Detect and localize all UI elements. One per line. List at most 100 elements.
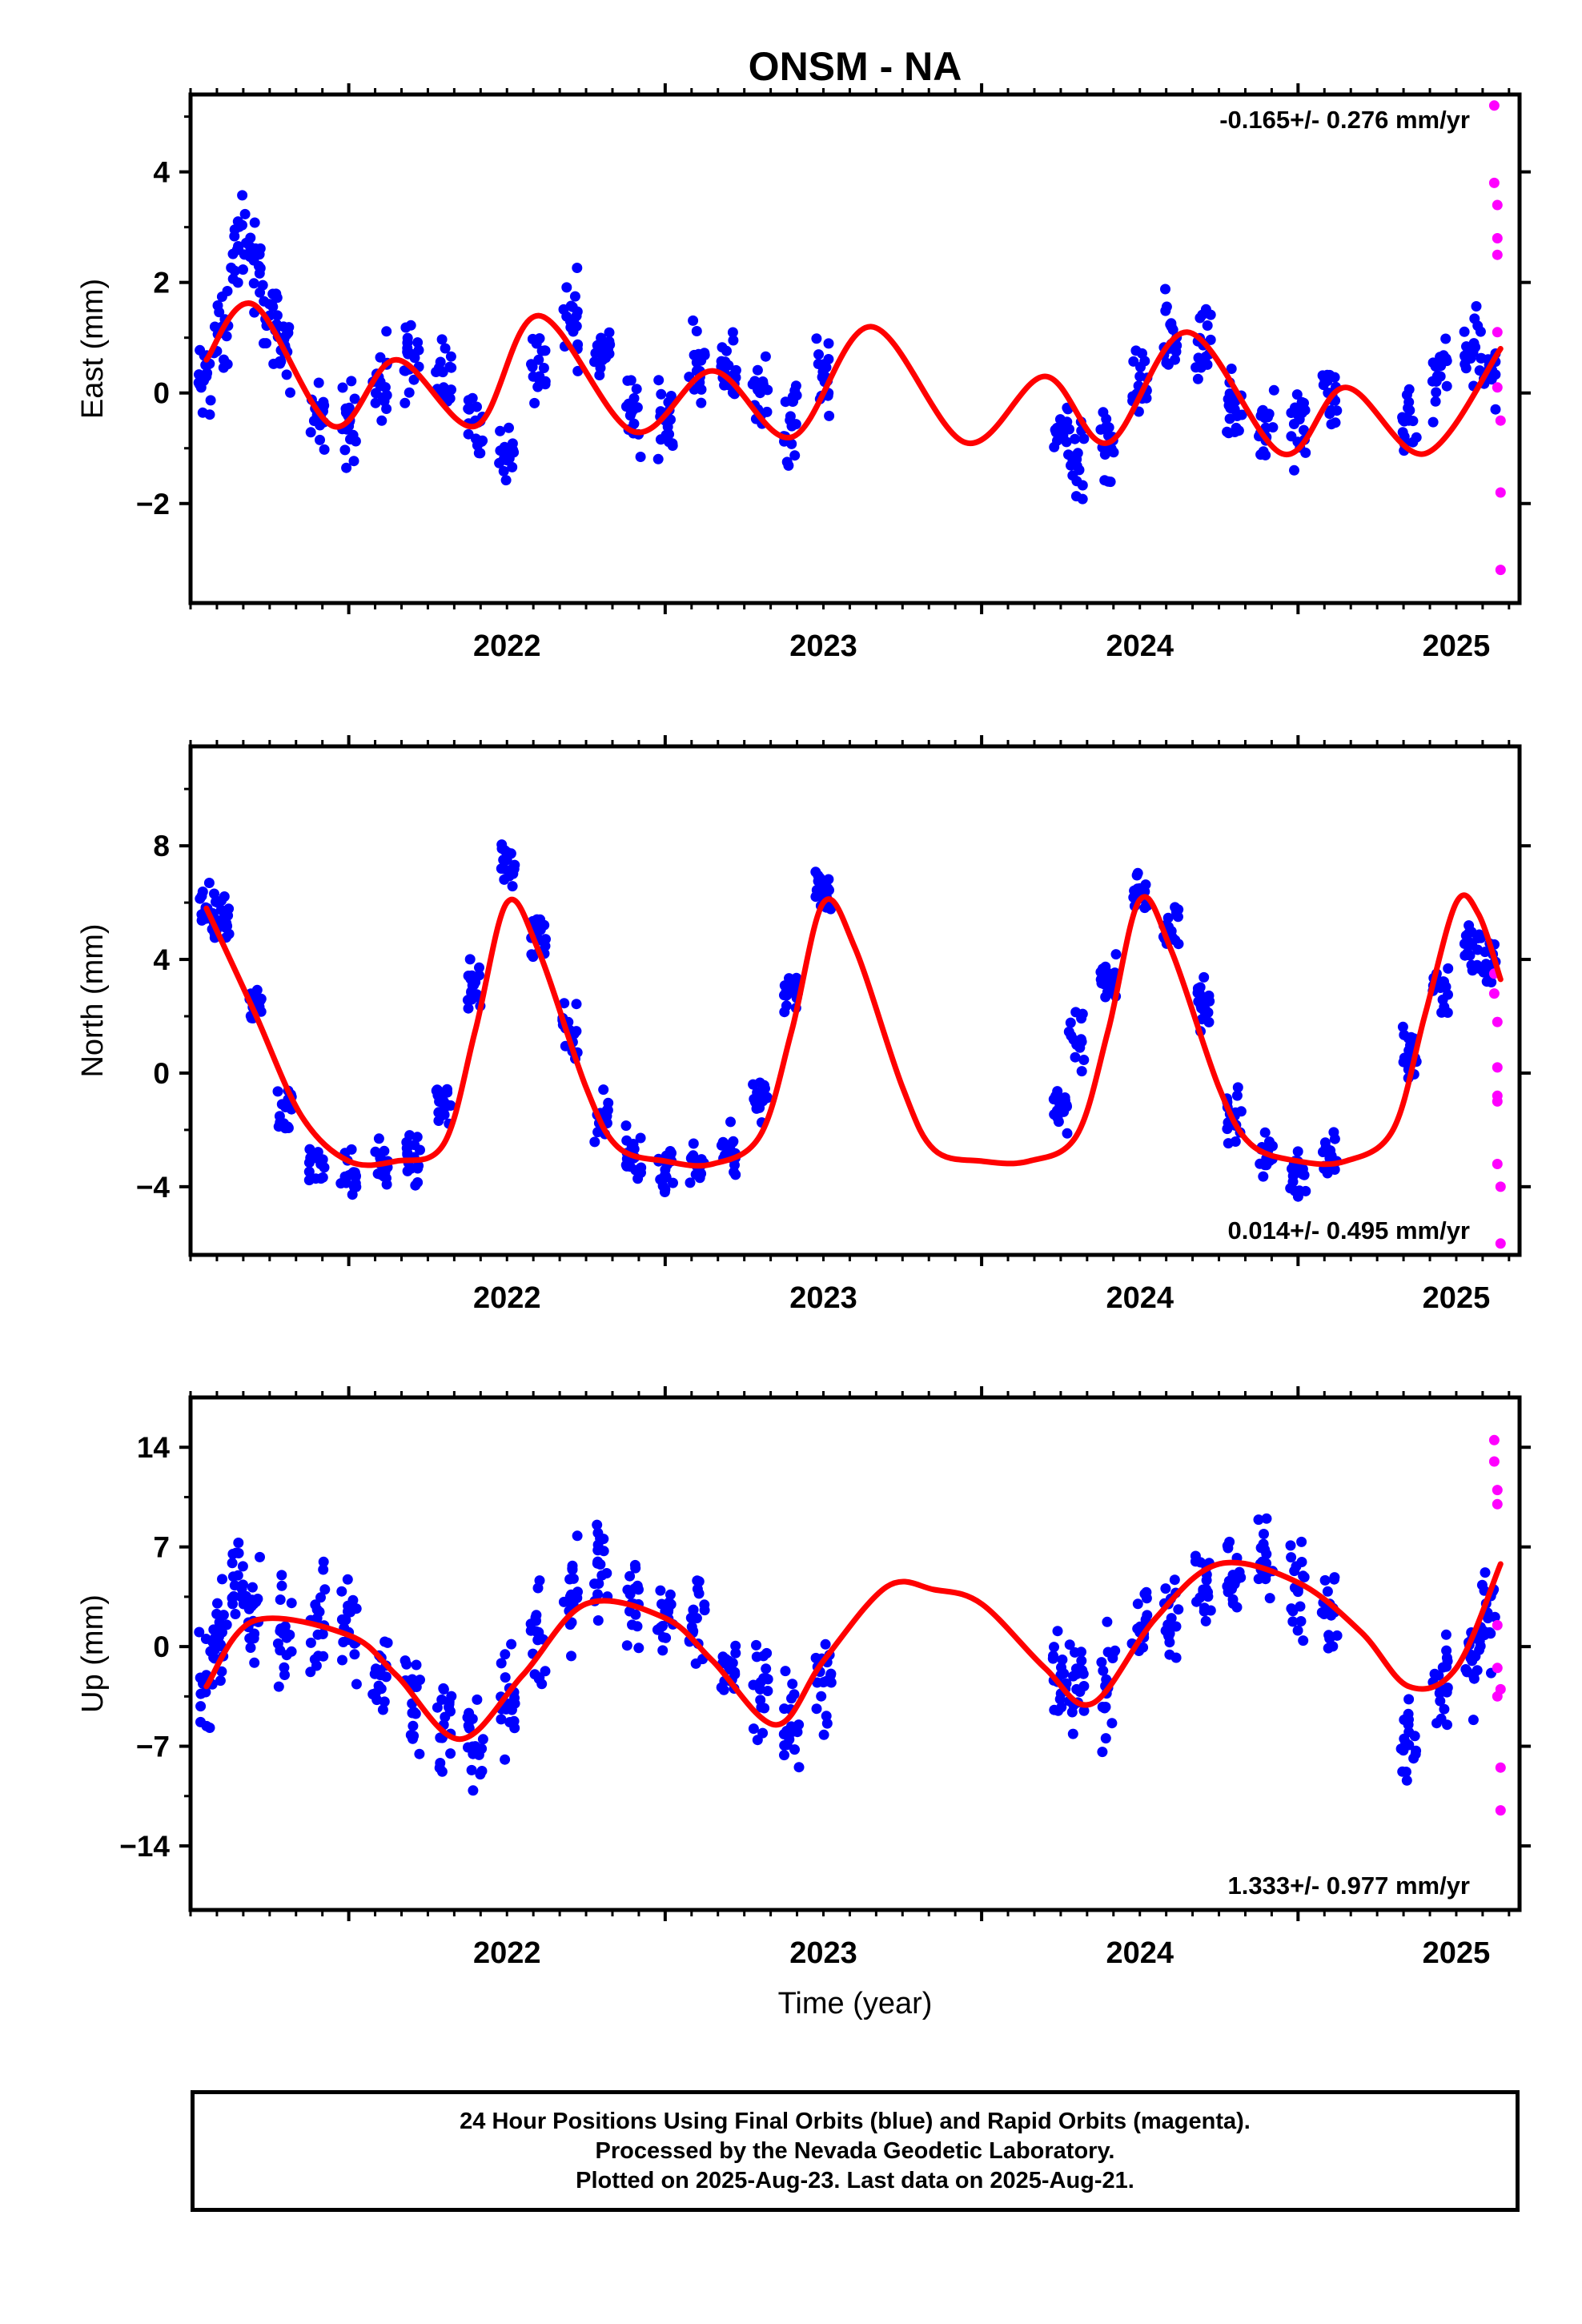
east-final-point — [470, 433, 481, 444]
up-x-tick-label: 2023 — [789, 1936, 857, 1970]
north-rapid-point — [1492, 1062, 1503, 1073]
up-final-point — [216, 1666, 227, 1677]
up-final-point — [343, 1600, 354, 1611]
east-final-point — [400, 397, 411, 408]
north-rapid-point — [1492, 1016, 1503, 1027]
east-final-point — [1231, 422, 1242, 433]
north-y-tick-label: 0 — [153, 1057, 170, 1090]
up-final-point — [248, 1633, 259, 1644]
up-final-point — [227, 1558, 238, 1569]
east-final-point — [257, 279, 268, 291]
up-final-point — [509, 1723, 520, 1734]
up-final-point — [209, 1644, 220, 1655]
north-final-point — [272, 1086, 283, 1097]
east-final-point — [339, 444, 351, 456]
east-axes-frame — [188, 92, 1522, 605]
east-final-point — [1205, 309, 1216, 320]
up-final-point — [1190, 1550, 1201, 1562]
up-rapid-point — [1492, 1619, 1503, 1630]
north-final-point — [303, 1175, 315, 1186]
east-rapid-point — [1492, 382, 1503, 393]
up-final-point — [371, 1663, 381, 1675]
up-final-point — [787, 1679, 798, 1690]
up-y-tick-label: −14 — [119, 1830, 170, 1863]
up-final-point — [1286, 1552, 1297, 1563]
east-final-point — [498, 465, 509, 476]
east-final-point — [377, 392, 388, 403]
east-y-axis-label: East (mm) — [76, 279, 110, 419]
up-rapid-point — [1492, 1663, 1503, 1674]
east-final-point — [1459, 326, 1470, 337]
up-final-point — [1476, 1579, 1488, 1590]
east-final-point — [1257, 404, 1268, 416]
up-final-point — [592, 1589, 603, 1600]
up-final-point — [567, 1564, 578, 1575]
up-final-point — [1164, 1649, 1175, 1660]
east-final-point — [259, 296, 270, 307]
up-final-point — [1397, 1766, 1408, 1777]
north-final-point — [1294, 1185, 1305, 1196]
north-final-point — [635, 1132, 646, 1144]
up-final-point — [761, 1647, 773, 1659]
east-final-point — [1160, 283, 1170, 295]
up-final-point — [340, 1614, 351, 1626]
up-final-point — [1057, 1655, 1068, 1665]
east-final-point — [1290, 402, 1300, 413]
up-final-point — [379, 1636, 391, 1647]
up-final-point — [305, 1637, 316, 1648]
east-final-point — [1139, 356, 1150, 367]
north-final-point — [1139, 903, 1150, 914]
north-final-point — [1399, 1029, 1410, 1040]
north-y-tick-label: 4 — [153, 943, 170, 976]
north-final-point — [1200, 1004, 1211, 1015]
east-final-point — [1166, 318, 1177, 329]
east-final-point — [653, 375, 665, 386]
up-final-point — [1261, 1513, 1272, 1524]
up-final-point — [195, 1701, 207, 1712]
up-final-point — [444, 1696, 455, 1707]
north-final-point — [1287, 1176, 1299, 1188]
north-final-point — [1223, 1138, 1234, 1149]
up-final-point — [275, 1626, 286, 1637]
up-final-point — [592, 1615, 604, 1626]
east-final-point — [197, 407, 208, 418]
up-final-point — [793, 1762, 805, 1773]
up-final-point — [1102, 1616, 1113, 1627]
east-final-point — [318, 396, 329, 408]
up-final-point — [532, 1634, 544, 1646]
up-final-point — [825, 1670, 836, 1681]
north-final-point — [1051, 1105, 1062, 1116]
east-final-point — [528, 371, 539, 382]
east-final-point — [1077, 480, 1088, 491]
up-plot-area — [194, 1434, 1506, 1816]
east-final-point — [665, 414, 676, 425]
east-final-point — [526, 359, 536, 370]
up-final-point — [349, 1649, 360, 1660]
up-final-point — [1227, 1570, 1239, 1581]
north-final-point — [716, 1140, 727, 1151]
east-rapid-point — [1488, 100, 1500, 111]
up-final-point — [195, 1716, 206, 1727]
east-final-point — [1224, 413, 1235, 424]
north-final-point — [464, 954, 476, 965]
up-final-point — [1096, 1657, 1107, 1668]
north-final-point — [1173, 911, 1183, 923]
north-final-point — [372, 1168, 383, 1180]
east-final-point — [1471, 301, 1482, 312]
north-final-point — [1066, 1030, 1077, 1041]
north-final-point — [379, 1145, 390, 1156]
up-final-point — [1169, 1574, 1180, 1586]
east-final-point — [1431, 387, 1442, 398]
north-final-point — [1103, 968, 1114, 979]
east-final-point — [1101, 413, 1112, 424]
up-final-point — [211, 1608, 223, 1619]
east-final-point — [602, 340, 613, 352]
east-final-point — [1474, 365, 1485, 376]
up-final-point — [1442, 1683, 1453, 1693]
east-final-point — [1077, 493, 1088, 505]
up-final-point — [351, 1679, 362, 1690]
east-final-point — [1101, 421, 1112, 432]
up-final-point — [1164, 1628, 1175, 1639]
east-final-point — [625, 408, 636, 419]
